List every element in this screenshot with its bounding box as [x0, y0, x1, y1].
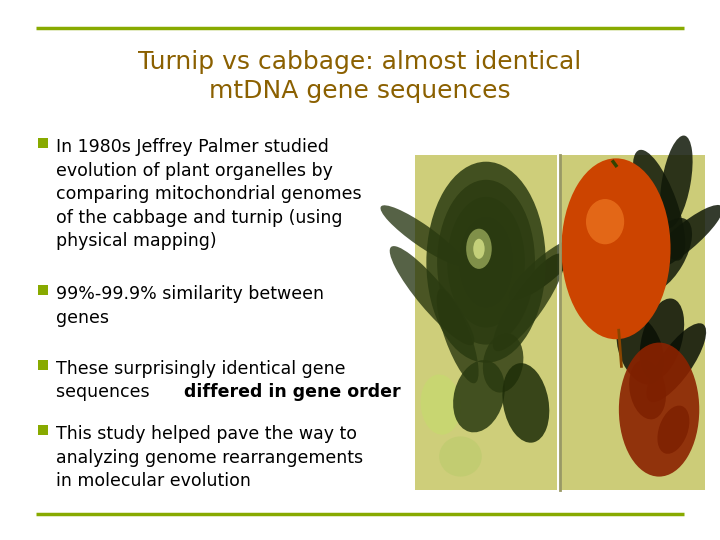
Ellipse shape	[619, 342, 699, 477]
Ellipse shape	[437, 180, 535, 345]
Text: Turnip vs cabbage: almost identical
mtDNA gene sequences: Turnip vs cabbage: almost identical mtDN…	[138, 50, 582, 103]
Ellipse shape	[459, 217, 513, 307]
Ellipse shape	[420, 374, 461, 435]
Text: 99%-99.9% similarity between
genes: 99%-99.9% similarity between genes	[56, 285, 324, 327]
Bar	[38, 138, 48, 148]
Ellipse shape	[503, 363, 549, 443]
Ellipse shape	[473, 239, 485, 259]
Text: In 1980s Jeffrey Palmer studied
evolution of plant organelles by
comparing mitoc: In 1980s Jeffrey Palmer studied evolutio…	[56, 138, 361, 251]
Text: sequences: sequences	[56, 383, 155, 401]
Ellipse shape	[426, 161, 546, 363]
Ellipse shape	[390, 246, 474, 345]
Bar	[38, 285, 48, 295]
Ellipse shape	[447, 197, 525, 328]
Bar	[562, 155, 705, 490]
Ellipse shape	[436, 288, 479, 383]
Ellipse shape	[647, 323, 706, 402]
Text: These surprisingly identical gene: These surprisingly identical gene	[56, 360, 346, 378]
Ellipse shape	[644, 205, 720, 273]
Ellipse shape	[562, 158, 670, 339]
Ellipse shape	[638, 218, 692, 293]
Bar	[38, 425, 48, 435]
Ellipse shape	[660, 136, 693, 228]
Ellipse shape	[466, 229, 492, 269]
Ellipse shape	[439, 436, 482, 477]
Ellipse shape	[657, 406, 690, 454]
Ellipse shape	[586, 199, 624, 244]
Ellipse shape	[639, 299, 684, 380]
Ellipse shape	[629, 360, 666, 420]
Ellipse shape	[616, 314, 665, 384]
Text: differed in gene order: differed in gene order	[184, 383, 400, 401]
Ellipse shape	[492, 254, 564, 351]
Ellipse shape	[380, 205, 464, 266]
Bar	[415, 155, 557, 490]
Text: This study helped pave the way to
analyzing genome rearrangements
in molecular e: This study helped pave the way to analyz…	[56, 425, 363, 490]
Ellipse shape	[453, 360, 505, 433]
Ellipse shape	[483, 333, 523, 393]
Ellipse shape	[631, 206, 664, 272]
Ellipse shape	[509, 237, 582, 301]
Bar	[38, 360, 48, 370]
Ellipse shape	[633, 150, 685, 261]
